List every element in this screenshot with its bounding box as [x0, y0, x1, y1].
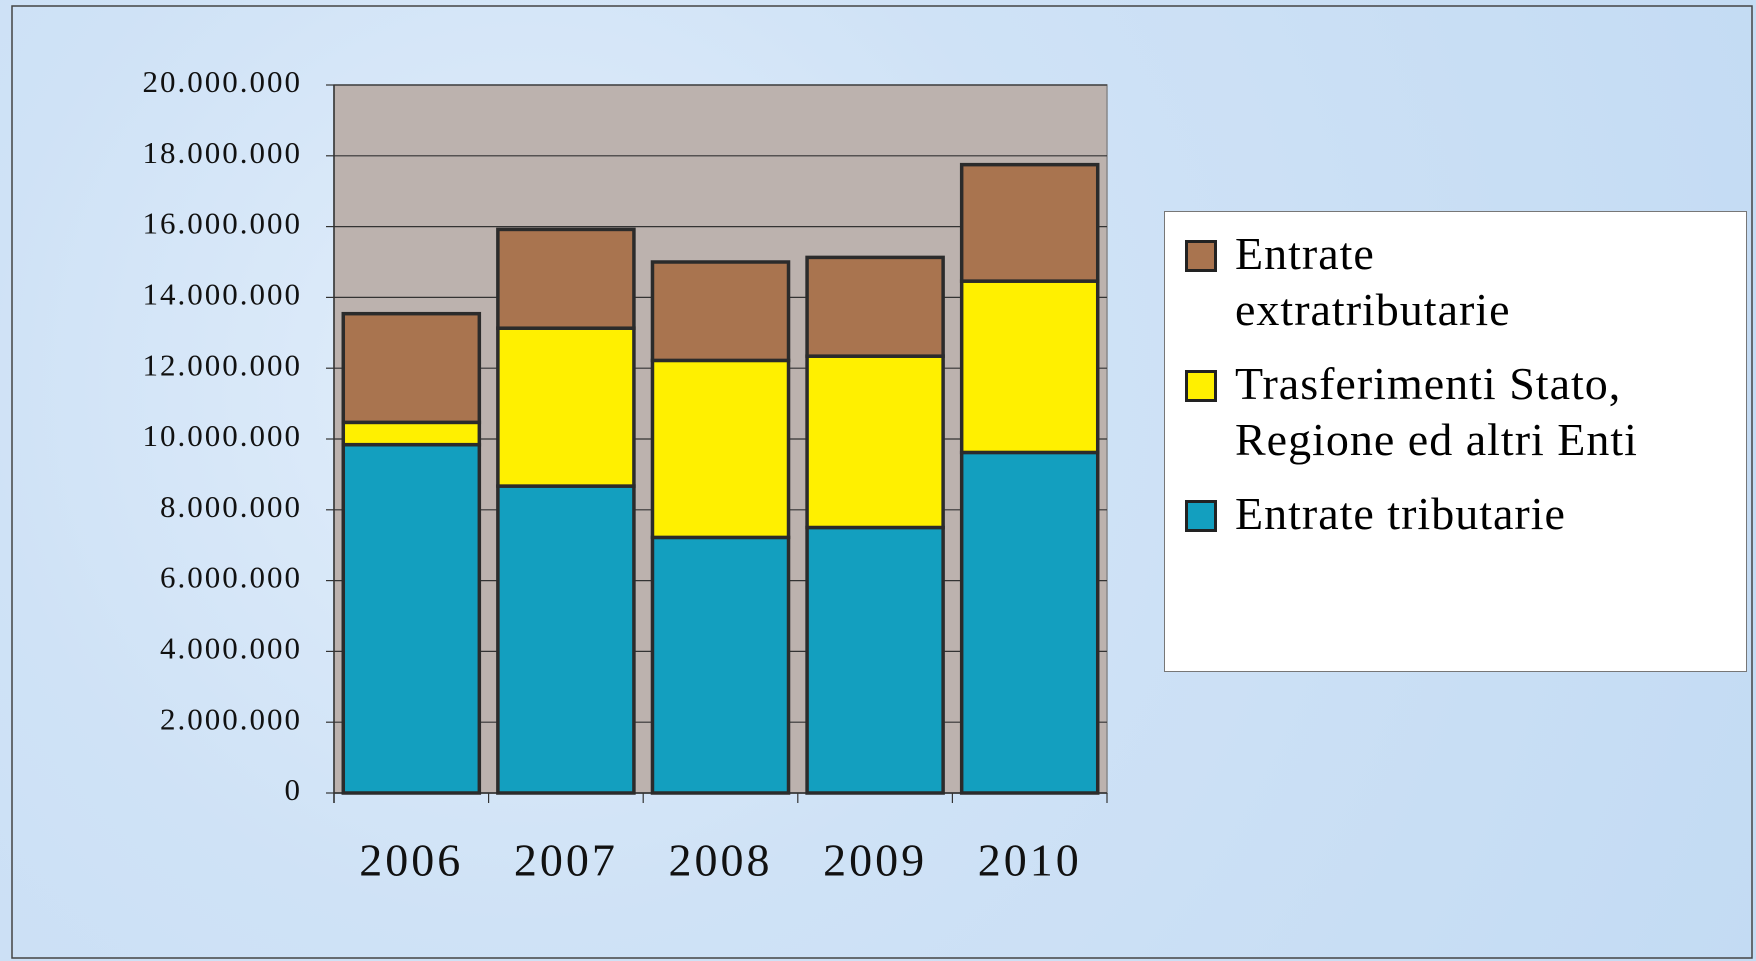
x-tick-label: 2006 [359, 835, 463, 886]
y-tick-label: 10.000.000 [143, 418, 303, 453]
legend-label: Entrate extratributarie [1235, 228, 1511, 335]
bar-segment [341, 420, 482, 447]
x-tick-label: 2008 [669, 835, 773, 886]
bar-segment [650, 260, 791, 363]
legend-swatch [1185, 240, 1217, 272]
x-tick-label: 2009 [823, 835, 927, 886]
bar-segment [805, 255, 945, 358]
bar-segment [496, 484, 636, 795]
x-tick-label: 2010 [978, 835, 1082, 886]
legend-label: Entrate tributarie [1235, 488, 1566, 539]
bar-segment [650, 358, 791, 540]
y-tick-label: 12.000.000 [143, 347, 303, 382]
y-tick-label: 16.000.000 [143, 206, 303, 241]
legend: Entrate extratributarie Trasferimenti Sta… [1164, 211, 1747, 672]
legend-label: Trasferimenti Stato, Regione ed altri En… [1235, 358, 1638, 465]
y-tick-label: 6.000.000 [160, 560, 302, 595]
bar-segment [959, 450, 1100, 795]
bar-segment [496, 227, 636, 330]
bar-segment [959, 279, 1100, 455]
legend-swatch [1185, 370, 1217, 402]
y-tick-label: 0 [285, 772, 303, 807]
legend-swatch [1185, 500, 1217, 532]
legend-item: Entrate extratributarie [1185, 226, 1746, 338]
y-tick-label: 18.000.000 [143, 135, 303, 170]
y-tick-label: 20.000.000 [143, 64, 303, 99]
y-tick-label: 4.000.000 [160, 631, 302, 666]
legend-item: Trasferimenti Stato, Regione ed altri En… [1185, 356, 1746, 468]
bar-segment [650, 535, 791, 795]
y-tick-label: 8.000.000 [160, 489, 302, 524]
y-tick-label: 2.000.000 [160, 701, 302, 736]
bar-segment [496, 326, 636, 488]
legend-item: Entrate tributarie [1185, 486, 1746, 542]
bar-segment [805, 525, 945, 795]
bar-segment [959, 162, 1100, 283]
y-tick-label: 14.000.000 [143, 277, 303, 312]
bar-segment [805, 354, 945, 530]
bar-segment [341, 442, 482, 795]
x-tick-label: 2007 [514, 835, 618, 886]
frame [11, 5, 1753, 959]
bar-segment [341, 311, 482, 425]
